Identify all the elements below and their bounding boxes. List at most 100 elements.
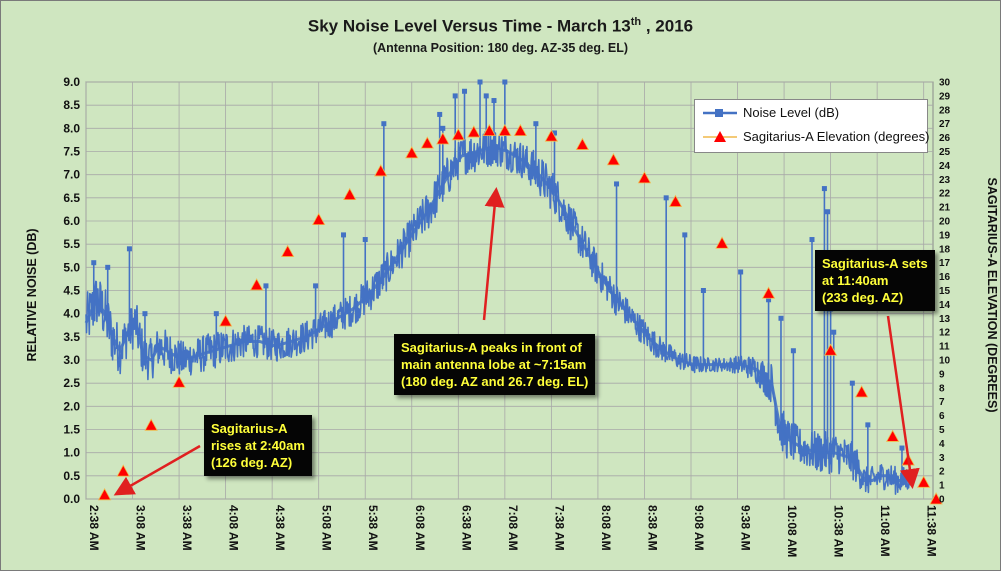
noise-spike-marker bbox=[362, 237, 368, 243]
y2-tick-label: 30 bbox=[939, 78, 951, 89]
x-tick-label: 2:38 AM bbox=[87, 505, 101, 551]
y2-tick-label: 1 bbox=[939, 481, 945, 492]
noise-spike-marker bbox=[766, 297, 772, 303]
noise-spike-marker bbox=[381, 121, 387, 127]
y2-tick-label: 11 bbox=[939, 342, 950, 353]
right-axis-ticks: 0123456789101112131415161718192021222324… bbox=[939, 78, 951, 506]
left-axis-ticks: 0.0 0.5 1.0 1.5 2.0 2.5 3.0 3.5 4.0 4.5 5.0 5.5 6.0 6… bbox=[63, 75, 80, 506]
noise-spike-marker bbox=[821, 186, 827, 192]
noise-spike-marker bbox=[437, 111, 443, 117]
elevation-point bbox=[715, 236, 729, 249]
noise-spike-marker bbox=[738, 269, 744, 275]
x-tick-label: 7:38 AM bbox=[552, 505, 566, 551]
x-tick-label: 8:38 AM bbox=[645, 505, 659, 551]
y-tick-label: 1.5 bbox=[63, 423, 80, 437]
annotation-peak: Sagitarius-A peaks in front of main ante… bbox=[394, 334, 596, 395]
x-tick-label: 10:38 AM bbox=[832, 505, 846, 557]
y2-tick-label: 4 bbox=[939, 439, 945, 450]
noise-spike-marker bbox=[682, 232, 688, 238]
y-tick-label: 3.0 bbox=[63, 353, 80, 367]
y2-axis-label: SAGITARIUS-A ELEVATION (DEGREES) bbox=[985, 178, 999, 413]
noise-spike-marker bbox=[491, 98, 497, 104]
y-tick-label: 3.5 bbox=[63, 330, 80, 344]
elevation-point bbox=[917, 475, 931, 488]
x-tick-label: 5:08 AM bbox=[320, 505, 334, 551]
elevation-point bbox=[637, 171, 652, 184]
noise-spike-marker bbox=[899, 445, 905, 451]
noise-spike-marker bbox=[825, 209, 831, 215]
noise-spike-marker bbox=[790, 348, 796, 354]
elevation-point bbox=[498, 123, 512, 137]
elevation-point bbox=[451, 127, 465, 141]
noise-spike-marker bbox=[502, 79, 508, 85]
noise-spike-marker bbox=[809, 237, 815, 243]
y2-tick-label: 9 bbox=[939, 369, 945, 380]
noise-spike-marker bbox=[440, 125, 446, 131]
peak-arrow bbox=[482, 187, 505, 321]
x-tick-label: 4:08 AM bbox=[227, 505, 241, 551]
y-tick-label: 7.5 bbox=[63, 145, 80, 159]
y2-tick-label: 21 bbox=[939, 203, 951, 214]
elevation-point bbox=[929, 492, 943, 505]
x-tick-label: 3:38 AM bbox=[180, 505, 194, 551]
y2-tick-label: 12 bbox=[939, 328, 951, 339]
noise-spike-marker bbox=[700, 288, 706, 293]
elevation-point bbox=[312, 212, 326, 226]
y2-tick-label: 3 bbox=[939, 453, 945, 464]
set-arrow bbox=[886, 315, 920, 489]
noise-spike-marker bbox=[663, 195, 669, 201]
y-tick-label: 0.5 bbox=[63, 469, 80, 483]
elevation-point bbox=[885, 429, 900, 442]
y2-tick-label: 0 bbox=[939, 495, 945, 506]
x-axis-ticks: 2:38 AM 3:08 AM 3:38 AM 4:08 AM 4:38 AM 5:08 … bbox=[87, 505, 939, 557]
x-tick-label: 3:08 AM bbox=[134, 505, 148, 551]
noise-spike-marker bbox=[483, 93, 489, 99]
y-tick-label: 9.0 bbox=[63, 75, 80, 89]
y-tick-label: 2.0 bbox=[63, 399, 80, 413]
elevation-point bbox=[420, 136, 434, 149]
noise-spike-marker bbox=[533, 121, 539, 127]
x-tick-label: 8:08 AM bbox=[599, 505, 613, 551]
noise-spike-marker bbox=[849, 380, 855, 386]
rise-arrow bbox=[113, 444, 201, 496]
y2-tick-label: 16 bbox=[939, 272, 951, 283]
noise-spike-marker bbox=[551, 130, 557, 136]
y2-tick-label: 22 bbox=[939, 189, 951, 200]
y-tick-label: 4.0 bbox=[63, 307, 80, 321]
noise-spike-marker bbox=[142, 311, 148, 317]
elevation-point bbox=[668, 194, 683, 207]
noise-spike-marker bbox=[126, 246, 132, 252]
y-axis-label: RELATIVE NOISE (DB) bbox=[25, 228, 39, 361]
x-tick-label: 6:38 AM bbox=[459, 505, 473, 551]
callout-arrows bbox=[113, 187, 920, 496]
noise-spike-marker bbox=[865, 422, 871, 428]
annotation-set: Sagitarius-A sets at 11:40am (233 deg. A… bbox=[815, 250, 935, 311]
chart-title: Sky Noise Level Versus Time - March 13th… bbox=[307, 16, 694, 36]
noise-spike-marker bbox=[462, 88, 468, 94]
y2-tick-label: 27 bbox=[939, 119, 951, 130]
y2-tick-label: 6 bbox=[939, 411, 945, 422]
elevation-point bbox=[405, 146, 419, 159]
elevation-point bbox=[513, 123, 528, 137]
y2-tick-label: 14 bbox=[939, 300, 951, 311]
elevation-point bbox=[343, 187, 357, 200]
x-tick-label: 5:38 AM bbox=[366, 505, 380, 551]
elevation-point bbox=[575, 137, 590, 150]
x-tick-label: 4:38 AM bbox=[273, 505, 287, 551]
y-tick-label: 6.0 bbox=[63, 214, 80, 228]
x-tick-label: 10:08 AM bbox=[785, 505, 799, 557]
y2-tick-label: 13 bbox=[939, 314, 951, 325]
y2-tick-label: 17 bbox=[939, 258, 951, 269]
elevation-point bbox=[467, 125, 481, 138]
y-tick-label: 8.5 bbox=[63, 98, 80, 112]
y-tick-label: 2.5 bbox=[63, 376, 80, 390]
y2-tick-label: 23 bbox=[939, 175, 951, 186]
elevation-point bbox=[823, 343, 838, 356]
elevation-series bbox=[97, 123, 943, 505]
elevation-point bbox=[218, 314, 233, 327]
x-tick-label: 7:08 AM bbox=[506, 505, 520, 551]
elevation-point bbox=[249, 278, 264, 291]
y-tick-label: 5.0 bbox=[63, 260, 80, 274]
noise-spike-marker bbox=[213, 311, 219, 317]
annotation-rise: Sagitarius-A rises at 2:40am (126 deg. A… bbox=[204, 415, 312, 476]
